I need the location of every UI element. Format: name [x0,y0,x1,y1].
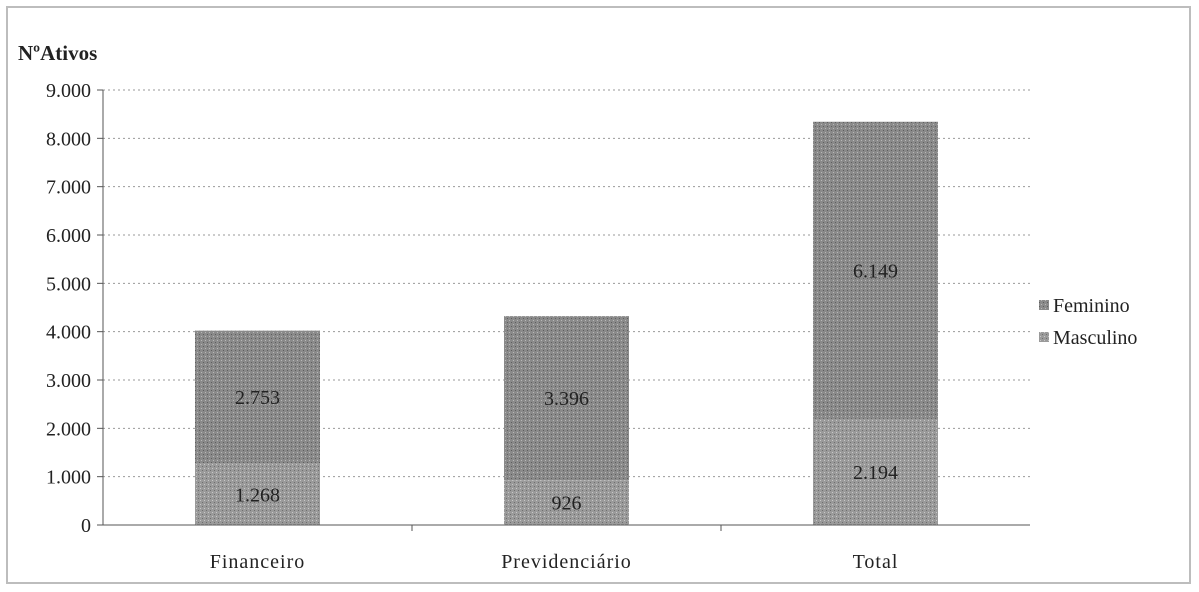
axes [102,90,1030,531]
gridlines [97,89,1030,526]
data-label: 3.396 [544,388,589,410]
y-tick-label: 2.000 [46,418,91,440]
bar-feminino-previdenciário [504,316,629,481]
bar-feminino-total [813,121,938,419]
y-axis-label: NºAtivos [18,41,97,65]
legend-label-masculino: Masculino [1053,327,1137,349]
data-label: 2.753 [235,387,280,409]
x-tick-label: Previdenciário [501,551,632,573]
y-tick-label: 4.000 [46,322,91,344]
y-tick-labels: 0 1.000 2.000 3.000 4.000 5.000 6.000 7.000 8.00… [46,80,91,537]
legend-label-feminino: Feminino [1053,295,1130,317]
y-tick-label: 9.000 [46,80,91,102]
legend-swatch-feminino [1039,300,1049,310]
bar-masculino-previdenciário [504,480,629,525]
data-label: 6.149 [853,260,898,282]
legend: Feminino Masculino [1039,295,1137,349]
y-tick-label: 6.000 [46,225,91,247]
x-tick-label: Financeiro [210,551,306,573]
y-tick-label: 0 [81,515,91,537]
x-tick-label: Total [853,551,899,573]
y-tick-label: 3.000 [46,370,91,392]
y-tick-label: 8.000 [46,128,91,150]
x-tick-labels: Financeiro Previdenciário Total [210,551,899,573]
data-label: 2.194 [853,462,898,484]
data-label: 1.268 [235,484,280,506]
bar-feminino-financeiro [195,330,320,464]
y-tick-label: 7.000 [46,177,91,199]
data-label: 926 [552,493,582,515]
y-tick-label: 1.000 [46,467,91,489]
bars [195,121,938,525]
y-tick-label: 5.000 [46,273,91,295]
bar-masculino-financeiro [195,463,320,525]
legend-swatch-masculino [1039,332,1049,342]
bar-masculino-total [813,418,938,525]
data-labels: 1.268 2.753 926 3.396 2.194 6.149 [235,260,898,514]
